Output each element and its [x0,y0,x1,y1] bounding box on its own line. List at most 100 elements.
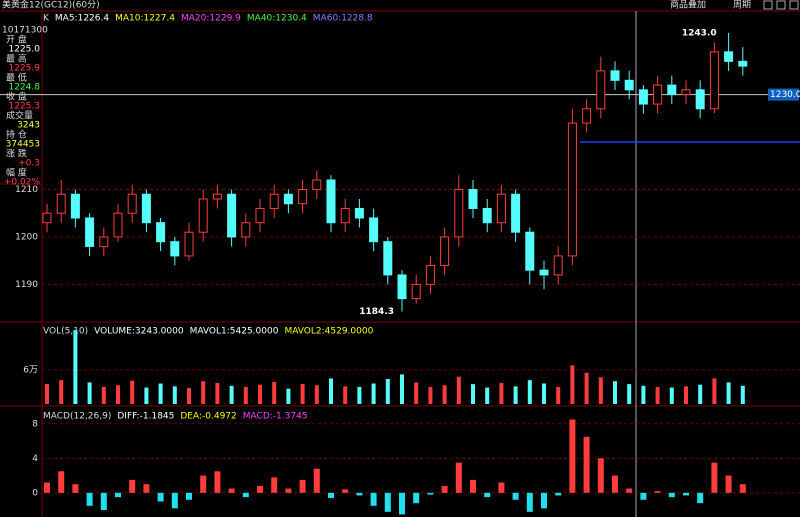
candle-body [241,222,251,238]
candle-body [127,193,137,214]
candle-body [312,179,322,190]
bar [470,479,476,493]
bar [513,386,518,404]
title: 美黄金12(GC12)(60分) [2,0,100,11]
candle-body [638,89,648,105]
candle-body [227,193,237,238]
bar [584,372,589,404]
legend-entry: MACD:-1.3745 [243,412,308,422]
legend-entry: MAVOL2:4529.0000 [284,327,373,337]
candle-body [667,84,677,96]
bar [627,384,632,404]
bar [59,380,64,404]
bar [116,385,120,404]
bar [300,384,305,404]
bar [441,485,448,493]
bar [400,374,404,404]
candle-body [170,241,180,257]
bar [171,492,178,509]
candle-body [255,207,265,224]
bar [455,462,462,493]
info-value: +0.3 [18,159,40,169]
bar [86,492,93,506]
candle-body [99,236,109,247]
bar [343,386,348,404]
bar [129,479,136,493]
button[interactable]: 商品叠加 [670,0,706,11]
bar [442,385,447,404]
candle-body [354,207,364,219]
bar [612,475,618,493]
bar [229,385,234,404]
bar [215,382,220,404]
y-tick-label: 0 [32,488,38,498]
candle-body [695,89,705,110]
info-value: 1224.8 [9,83,41,93]
bar [498,482,505,493]
window-button[interactable] [789,0,799,10]
bar [299,479,306,493]
bar [485,387,490,404]
y-tick-label: 8 [32,419,38,429]
y-tick-label: 4 [32,454,38,464]
bar [384,492,391,512]
candle-body [42,212,52,224]
bar [258,384,262,404]
candle-body [56,193,66,214]
bar [556,386,561,404]
candle-body [113,212,123,238]
bar [583,436,590,493]
bar [272,381,277,404]
bar [73,330,78,404]
bar [328,492,334,499]
info-label: 成交量 [6,110,33,122]
bar [72,484,79,493]
candle-body [212,193,222,200]
candle-body [724,51,734,62]
window-button[interactable] [776,0,786,10]
bar [101,386,106,404]
candle-body [397,274,407,300]
candle-body [653,84,663,105]
candle-body [184,231,194,257]
info-value: 1225.9 [9,64,41,74]
bar [471,384,475,404]
bar [370,492,377,506]
candle-body [85,217,95,247]
bar [654,491,661,493]
bar [669,387,674,404]
bar [499,382,504,404]
candle-body [283,193,293,205]
bar [313,468,320,493]
bar [201,381,206,404]
candle-body [326,179,336,224]
info-value: 1225.3 [9,102,41,112]
bar [414,382,419,404]
candle-body [269,193,279,209]
bar [726,382,731,404]
bar [413,492,420,504]
bar [684,386,688,404]
bar [157,492,164,502]
bar [200,475,207,493]
panel-title: VOL(5,10) [43,327,88,337]
window-button[interactable] [763,0,773,10]
bar [399,492,405,515]
bar [683,492,689,496]
candle-body [70,193,80,219]
y-tick-label: 1210 [15,185,38,195]
bar [613,381,617,404]
bar [115,492,121,498]
bar [271,477,278,493]
bar [484,492,491,498]
bar [314,385,319,404]
price-box [768,88,799,101]
bar [214,471,221,493]
bar [285,488,292,493]
bar [740,385,745,404]
candle-body [709,51,719,110]
info-label: 涨 跌 [6,149,27,160]
bar [725,475,732,493]
button[interactable]: 周期 [733,0,751,11]
